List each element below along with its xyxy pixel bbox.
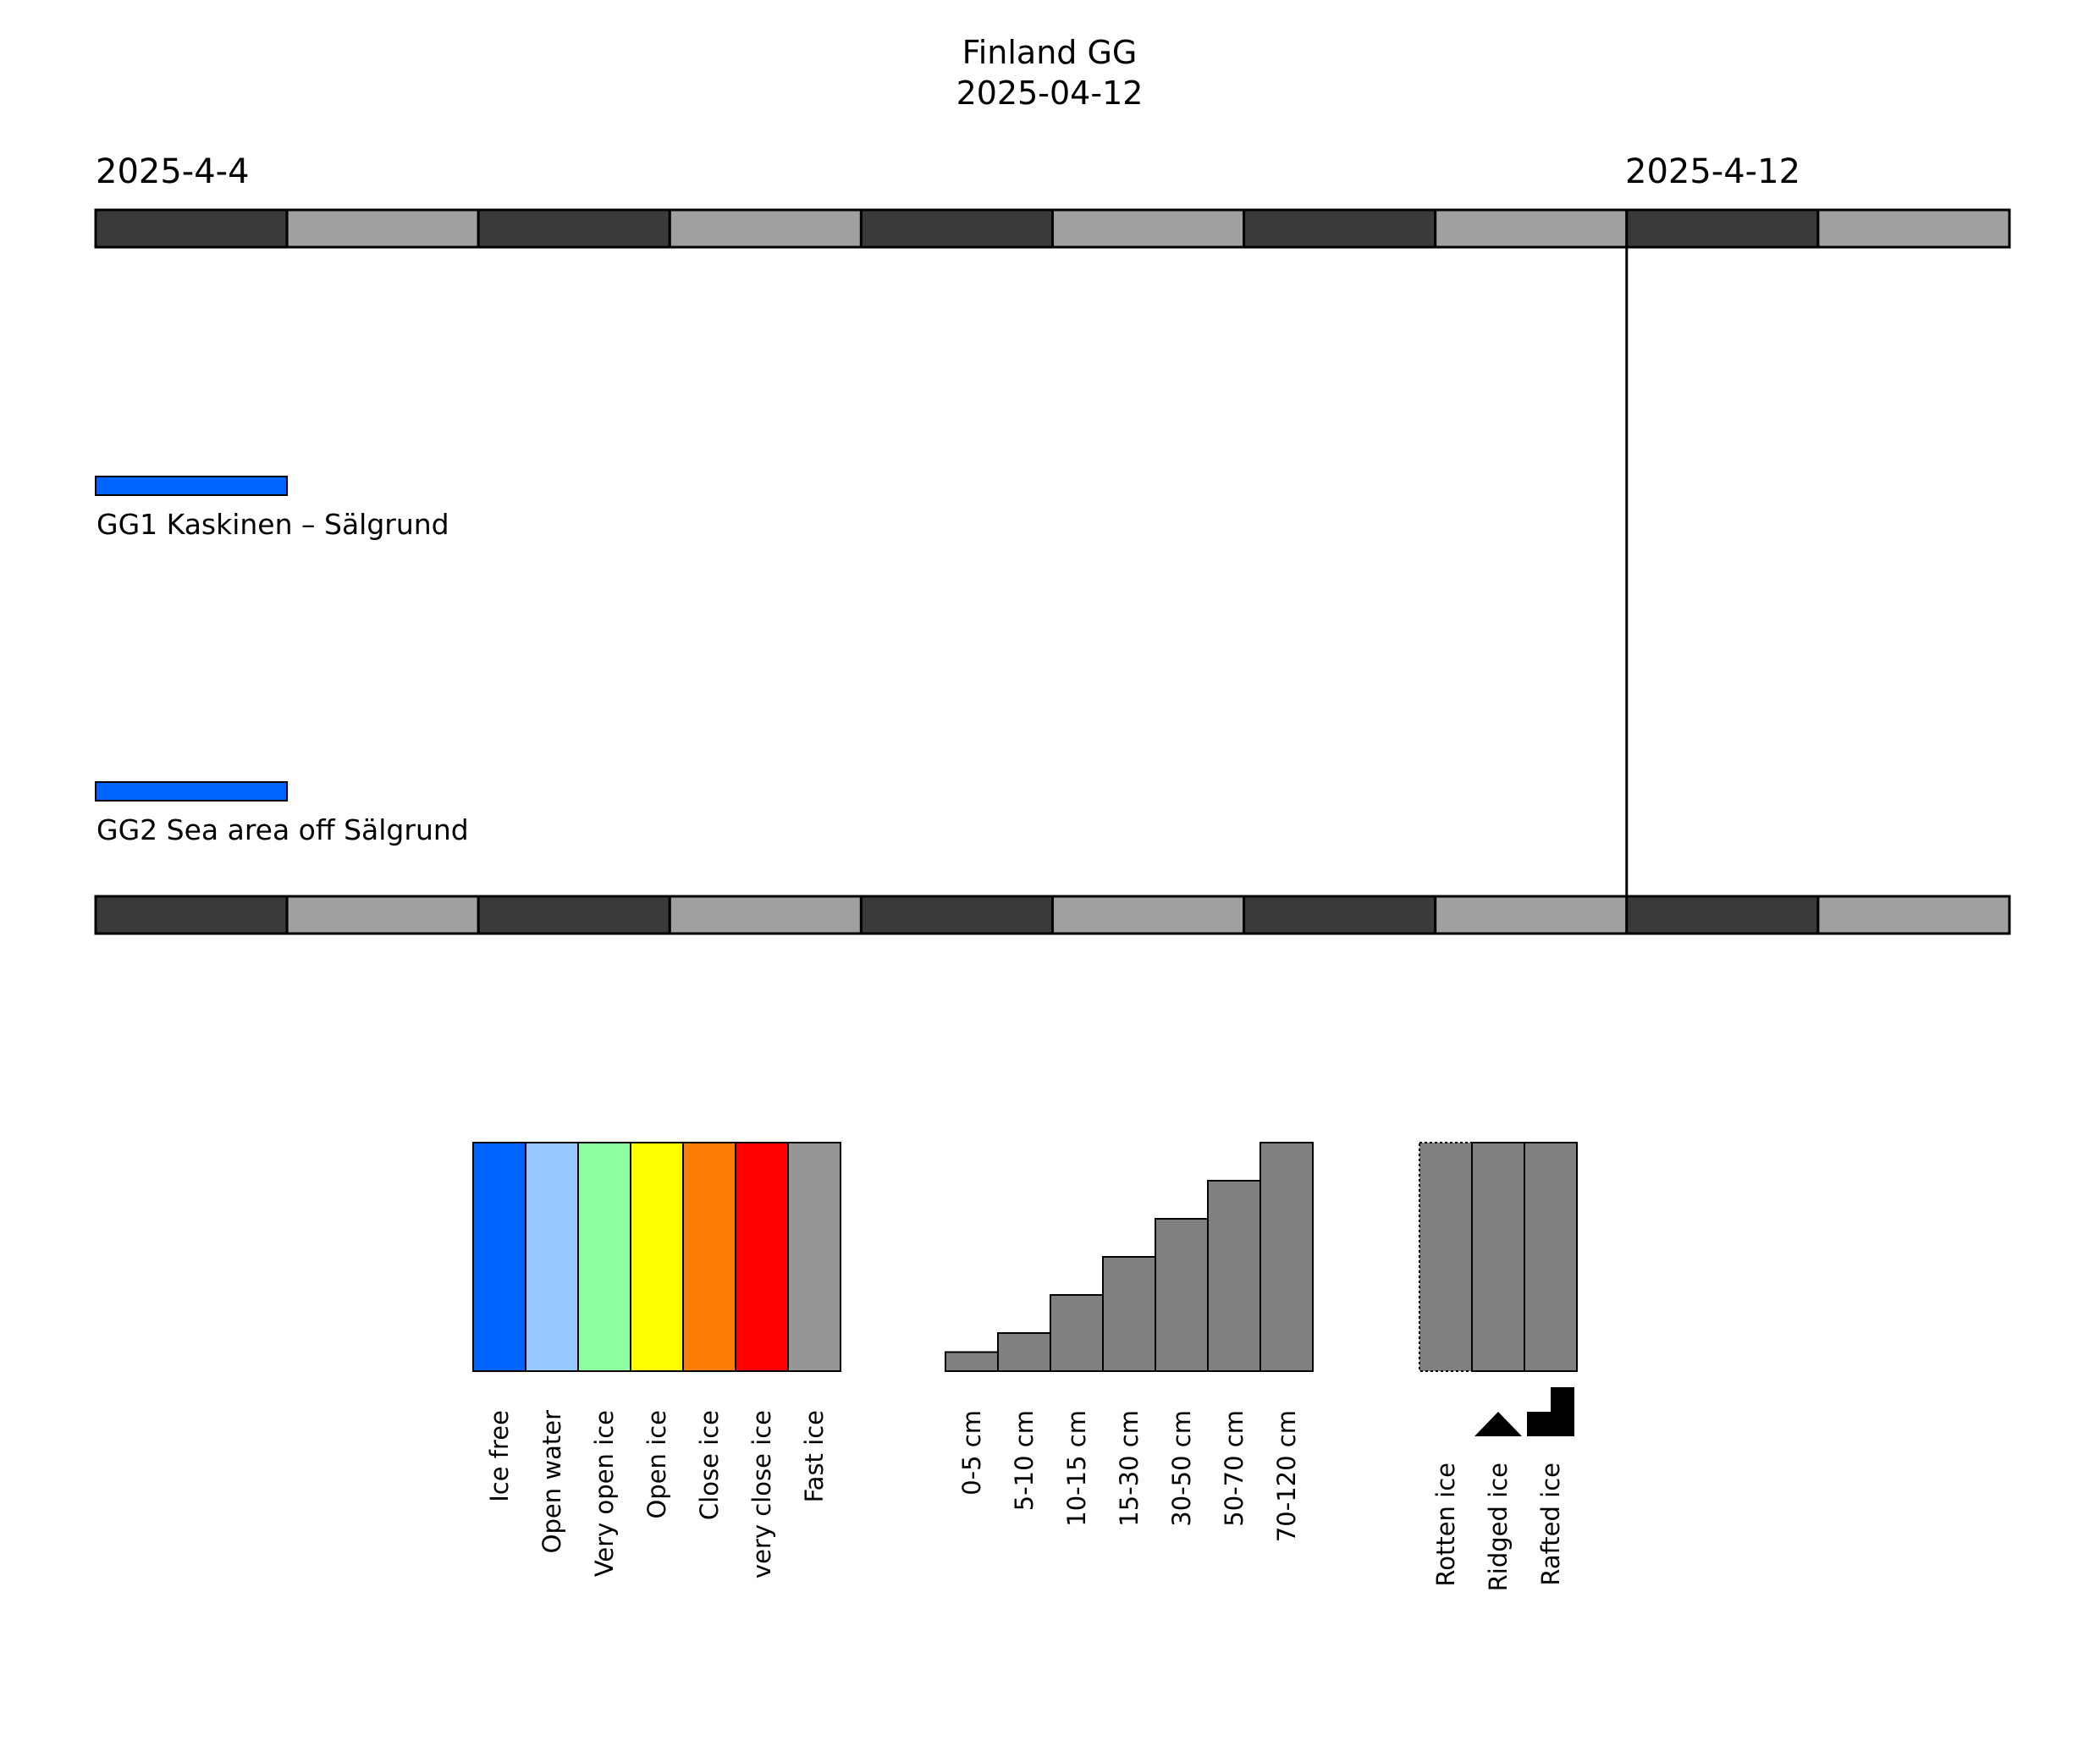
- area-1-segment-1: [95, 476, 289, 496]
- chart-subtitle: 2025-04-12: [956, 74, 1144, 112]
- timeline-top-day-2: [285, 208, 480, 249]
- legend-thickness-label-7: 70-120 cm: [1272, 1410, 1301, 1542]
- end-date-label: 2025-4-12: [1625, 152, 1800, 191]
- legend-concentration-label-3: Very open ice: [590, 1410, 619, 1577]
- legend-thickness-bar-4: [1102, 1256, 1156, 1372]
- legend-concentration-swatch-5: [682, 1142, 736, 1372]
- legend-concentration-swatch-1: [472, 1142, 526, 1372]
- timeline-top-day-5: [859, 208, 1055, 249]
- legend-thickness: 0-5 cm 5-10 cm 10-15 cm 15-30 cm 30-50 cm 50-…: [945, 1142, 1314, 1542]
- legend-thickness-label-6: 50-70 cm: [1220, 1410, 1248, 1527]
- timeline-top-day-9: [1625, 208, 1820, 249]
- legend-ice-types: Rotten ice Ridged ice Rafted ice: [1419, 1142, 1578, 1591]
- area-rows: GG1 Kaskinen – Sälgrund GG2 Sea area off …: [95, 476, 469, 846]
- area-2-segment-1: [95, 781, 289, 802]
- timeline-top-day-4: [668, 208, 863, 249]
- legend-type-swatch-3: [1524, 1142, 1578, 1372]
- legend-concentration-label-6: very close ice: [747, 1410, 776, 1578]
- timeline-top-day-7: [1243, 208, 1437, 249]
- legend-thickness-label-3: 10-15 cm: [1062, 1410, 1091, 1527]
- legend-concentration-label-1: Ice free: [485, 1410, 514, 1502]
- legend-type-label-1: Rotten ice: [1431, 1463, 1460, 1587]
- timeline-top-day-3: [477, 208, 671, 249]
- area-2-label: GG2 Sea area off Sälgrund: [96, 813, 469, 846]
- timeline-bottom-day-6: [1051, 895, 1246, 935]
- legend-concentration-label-2: Open water: [537, 1410, 566, 1553]
- legend-thickness-bar-3: [1050, 1294, 1104, 1372]
- legend-thickness-label-4: 15-30 cm: [1115, 1410, 1144, 1527]
- rafted-ice-step-icon: [1527, 1387, 1574, 1436]
- legend-concentration-label-4: Open ice: [642, 1410, 671, 1519]
- legend-thickness-bar-7: [1259, 1142, 1314, 1372]
- legend-thickness-bar-2: [997, 1332, 1051, 1372]
- timeline-bottom-day-9: [1625, 895, 1820, 935]
- legend-thickness-bar-1: [945, 1351, 999, 1372]
- timeline-bottom-day-7: [1243, 895, 1437, 935]
- legend-type-label-2: Ridged ice: [1484, 1463, 1513, 1591]
- timeline-bottom-day-4: [668, 895, 863, 935]
- legend-type-swatch-1: [1419, 1142, 1473, 1372]
- legend-type-swatch-2: [1471, 1142, 1525, 1372]
- legend-thickness-bar-6: [1207, 1180, 1261, 1372]
- area-1-label: GG1 Kaskinen – Sälgrund: [96, 508, 449, 541]
- legend-thickness-label-5: 30-50 cm: [1167, 1410, 1196, 1527]
- start-date-label: 2025-4-4: [96, 152, 250, 191]
- legend-concentration-label-7: Fast ice: [800, 1410, 829, 1502]
- legend-concentration: Ice free Open water Very open ice Open ice C…: [472, 1142, 841, 1578]
- legend-concentration-swatch-4: [630, 1142, 684, 1372]
- timeline-bottom-day-2: [285, 895, 480, 935]
- timeline-top-bar: [94, 208, 2011, 249]
- legend-concentration-swatch-2: [525, 1142, 579, 1372]
- legend-concentration-swatch-7: [787, 1142, 841, 1372]
- timeline-top-day-10: [1816, 208, 2011, 249]
- timeline-bottom-day-10: [1816, 895, 2011, 935]
- legend-concentration-swatch-6: [735, 1142, 789, 1372]
- ridged-ice-triangle-icon: [1474, 1412, 1522, 1436]
- timeline-bottom-day-1: [94, 895, 289, 935]
- timeline-bottom-day-8: [1434, 895, 1629, 935]
- legend-thickness-bar-5: [1155, 1218, 1209, 1372]
- legend-concentration-swatch-3: [577, 1142, 631, 1372]
- timeline-top-day-6: [1051, 208, 1246, 249]
- legend-thickness-label-2: 5-10 cm: [1010, 1410, 1039, 1511]
- chart-title: Finland GG: [962, 34, 1138, 71]
- legend-type-label-3: Rafted ice: [1536, 1463, 1565, 1586]
- timeline-bottom-day-5: [859, 895, 1055, 935]
- legend-thickness-label-1: 0-5 cm: [957, 1410, 986, 1496]
- timeline-bottom-day-3: [477, 895, 671, 935]
- timeline-top-day-1: [94, 208, 289, 249]
- legend-concentration-label-5: Close ice: [695, 1410, 724, 1520]
- timeline-bottom-bar: [94, 895, 2011, 935]
- timeline-top-day-8: [1434, 208, 1629, 249]
